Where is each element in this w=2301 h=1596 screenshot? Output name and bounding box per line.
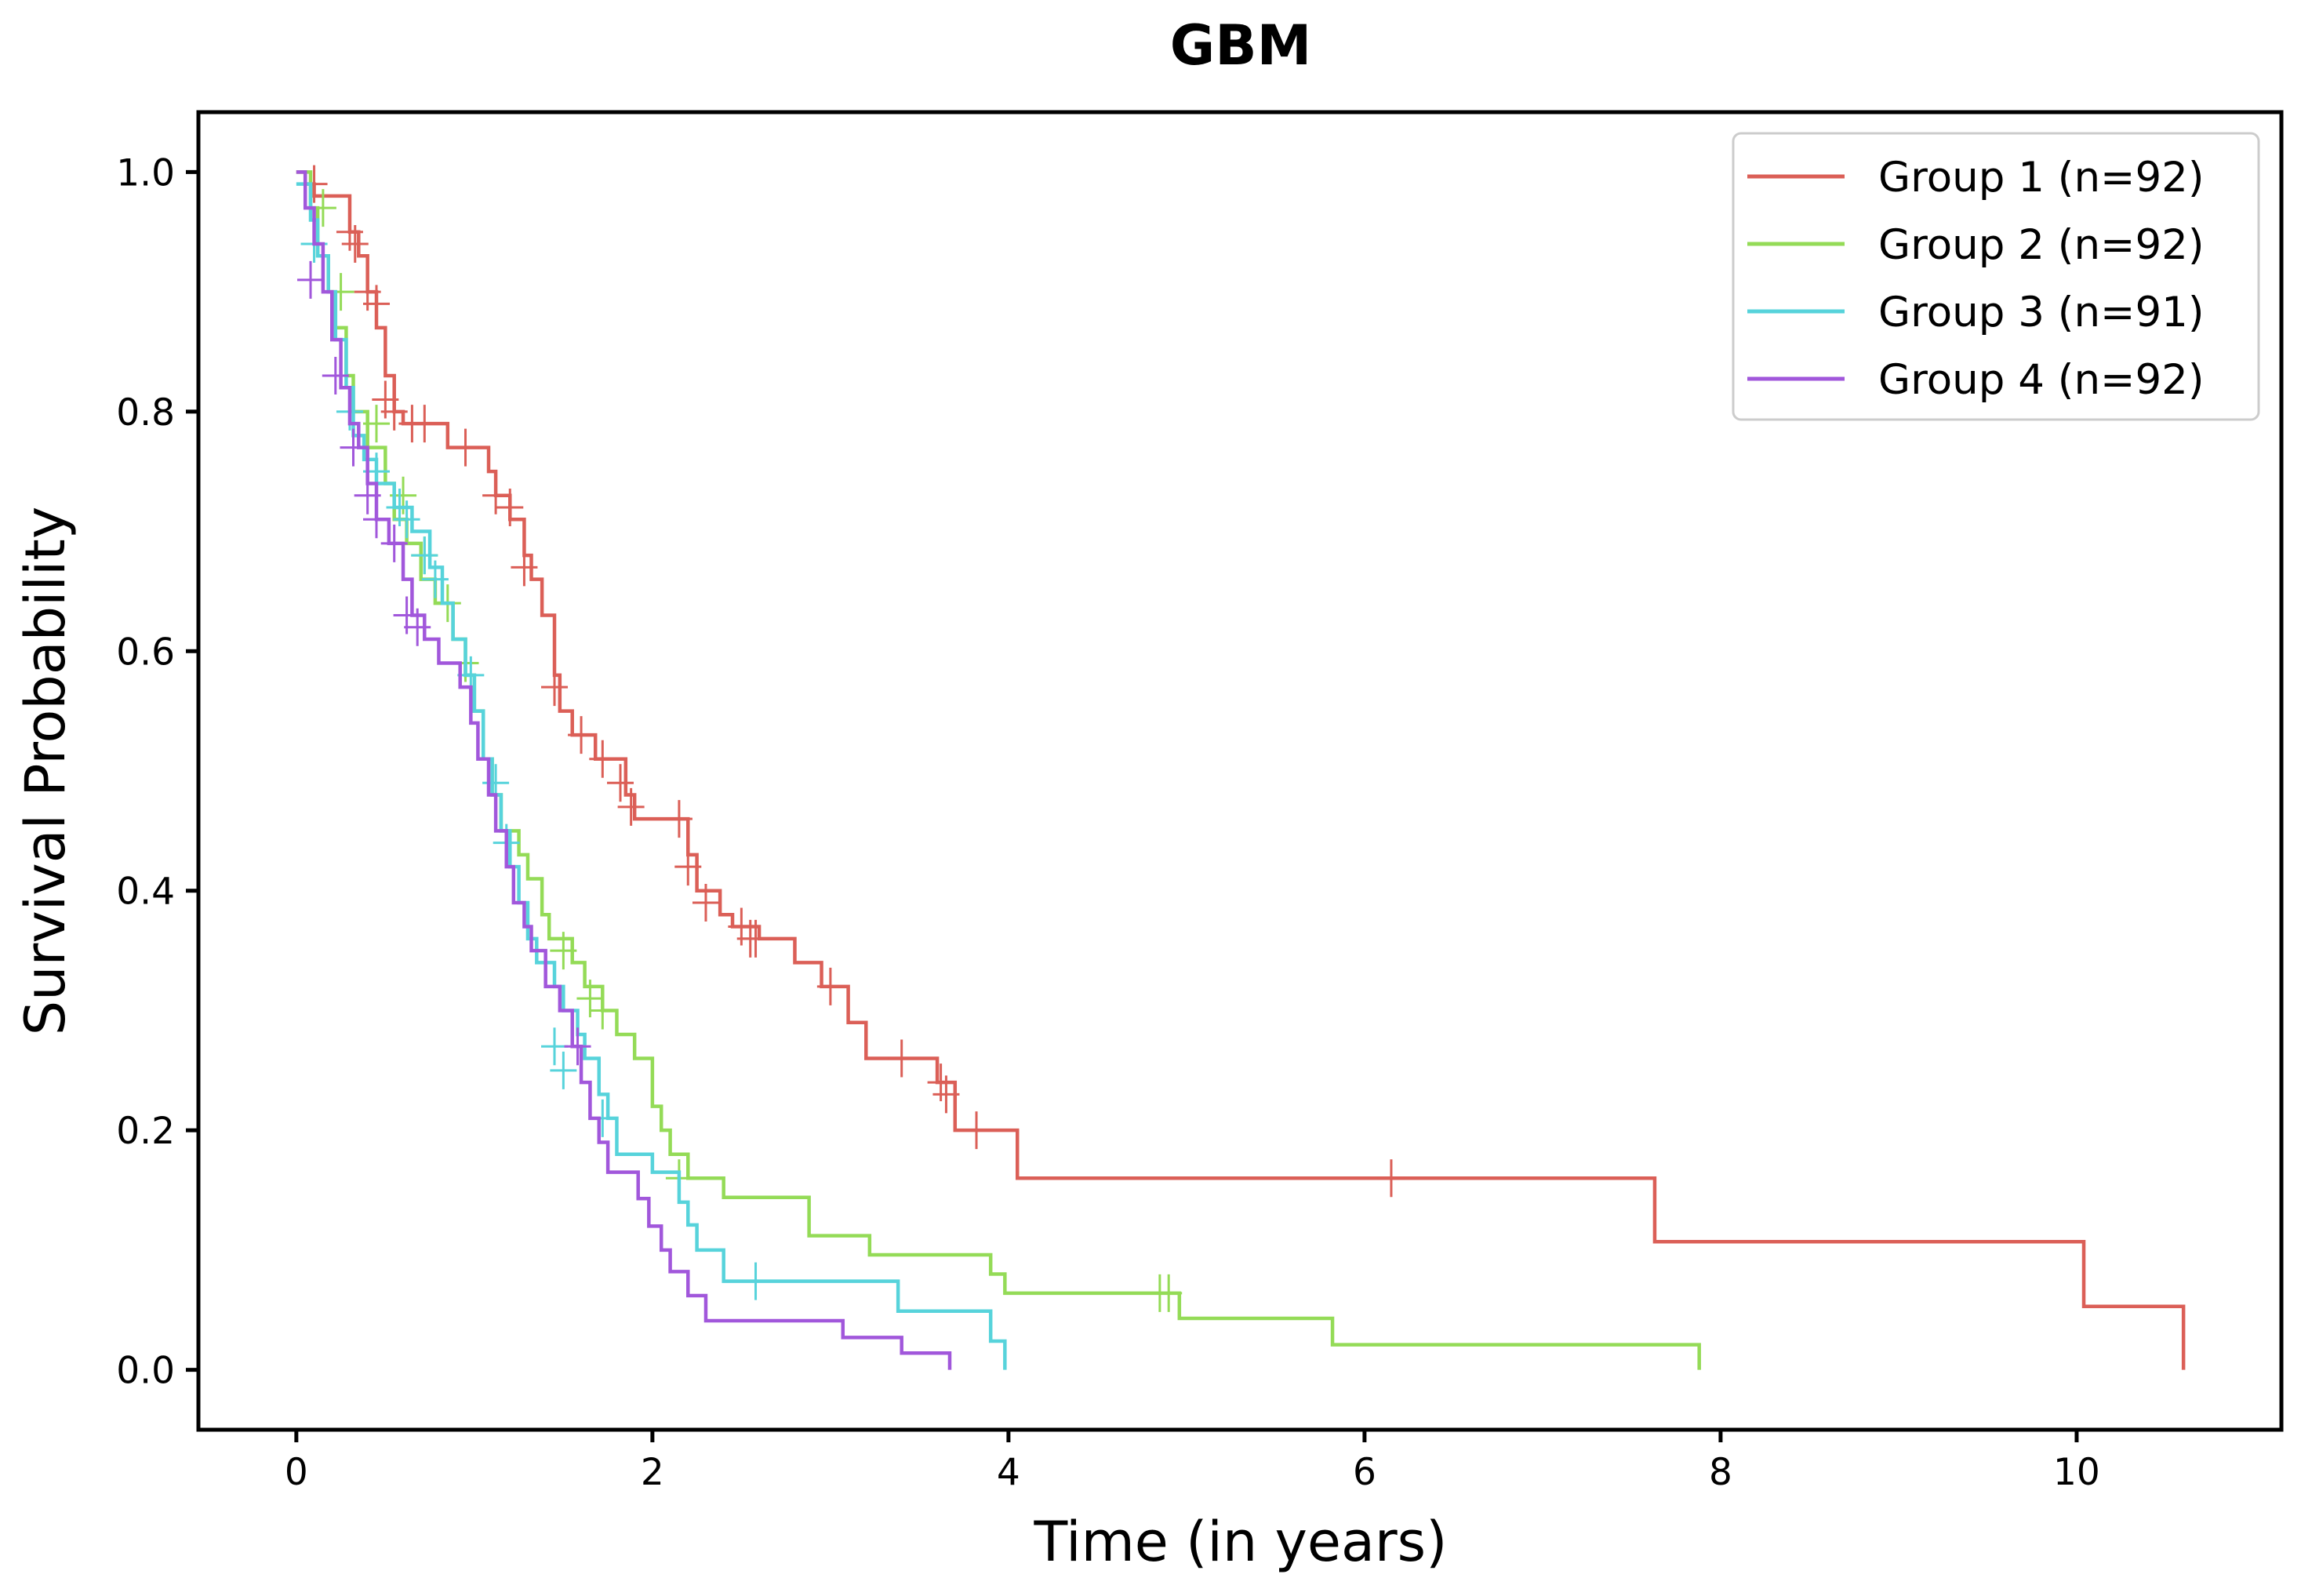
censor-mark [340,428,367,467]
censor-mark [322,357,349,394]
censor-mark [363,500,391,539]
censor-mark [617,787,645,826]
series-group-4 [296,170,952,1370]
censor-mark [496,489,524,526]
censor-mark [363,285,391,323]
y-tick-label: 0.4 [116,871,175,914]
series-line-3 [296,182,1007,1370]
censor-mark [421,560,449,598]
series-line-2 [296,170,1701,1370]
series-group-1 [296,165,2186,1370]
legend-label-2: Group 2 (n=92) [1878,221,2205,269]
x-axis: 0 2 4 6 8 10 [285,1430,2100,1494]
censor-mark [393,500,420,539]
y-tick-label: 0.0 [116,1350,175,1393]
series-group-3 [296,182,1007,1370]
censor-mark [564,1027,591,1066]
censor-mark [589,740,616,778]
censor-mark [665,800,692,838]
censor-mark [393,596,420,634]
censor-mark [341,225,369,263]
censor-mark [541,1027,569,1066]
censor-mark [589,991,616,1030]
censor-mark [482,476,510,514]
legend: Group 1 (n=92) Group 2 (n=92) Group 3 (n=9… [1732,132,2260,421]
y-axis: 0.0 0.2 0.4 0.6 0.8 1.0 [116,151,198,1393]
legend-label-3: Group 3 (n=91) [1878,289,2205,336]
censor-mark [354,476,381,514]
censor-mark [452,428,479,467]
censor-mark [411,405,438,443]
y-tick-label: 0.8 [116,391,175,434]
y-tick-label: 1.0 [116,151,175,195]
y-tick-label: 0.6 [116,631,175,674]
censor-mark [816,967,844,1005]
series-line-4 [296,170,952,1370]
y-tick-label: 0.2 [116,1110,175,1153]
series-line-1 [296,170,2186,1370]
censor-mark [550,932,577,970]
legend-entries: Group 1 (n=92) Group 2 (n=92) Group 3 (n=9… [1747,154,2205,404]
censor-mark [742,919,769,958]
censor-mark [674,848,702,886]
censor-mark [363,405,391,443]
x-tick-label: 8 [1709,1451,1732,1494]
y-axis-title: Survival Probability [13,507,78,1036]
legend-box [1732,132,2260,421]
censor-mark [541,668,569,707]
legend-label-1: Group 1 (n=92) [1878,154,2205,202]
x-axis-title: Time (in years) [1034,1510,1448,1574]
censor-mark [511,548,538,587]
plot-frame [196,110,2284,1432]
censor-mark [927,1063,954,1102]
legend-label-4: Group 4 (n=92) [1878,356,2205,404]
censor-mark [404,608,431,646]
series-group-2 [296,170,1701,1370]
censor-mark [1377,1159,1405,1198]
censor-mark [297,260,325,299]
censor-mark [963,1111,991,1150]
x-tick-label: 2 [641,1451,664,1494]
censor-mark [1155,1274,1183,1312]
censor-mark [380,392,408,431]
censor-mark [932,1075,960,1114]
censor-mark [568,716,595,754]
censor-mark [411,536,438,575]
censor-mark [742,1262,769,1300]
x-tick-label: 4 [997,1451,1020,1494]
x-tick-label: 6 [1353,1451,1376,1494]
chart-title: GBM [1170,13,1311,78]
censor-mark [888,1039,915,1078]
censor-mark [607,764,634,802]
series-layer [296,165,2186,1370]
x-tick-label: 10 [2053,1451,2100,1494]
censor-mark [380,524,408,562]
censor-mark [692,884,719,922]
x-tick-label: 0 [285,1451,308,1494]
censor-mark [550,1051,577,1089]
